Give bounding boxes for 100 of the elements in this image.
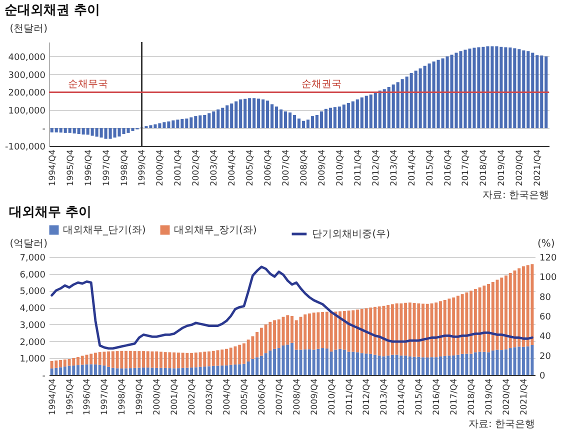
y-tick-label: 1,000 <box>20 354 46 365</box>
text: 자료: 한국은행 <box>468 419 535 430</box>
bar <box>369 354 372 375</box>
x-tick-label: 1996/Q4 <box>82 378 93 416</box>
bar <box>268 350 272 375</box>
x-tick-label: 2000/Q4 <box>156 150 166 186</box>
x-tick-label: 2004/Q4 <box>228 150 238 186</box>
bar <box>334 312 338 350</box>
bar <box>434 357 438 375</box>
x-tick-label: 2018/Q4 <box>467 378 478 416</box>
annotation: 순채권국 <box>301 79 342 90</box>
bar <box>426 357 429 375</box>
bar <box>234 346 237 365</box>
line-series <box>50 266 534 350</box>
chart-title: 대외채무 추이 <box>9 205 92 220</box>
bar <box>478 352 482 375</box>
bar <box>181 368 184 375</box>
bar <box>246 340 250 362</box>
y-tick-label: 2,000 <box>20 338 46 348</box>
x-tick-label: 2012/Q4 <box>371 150 382 186</box>
bar <box>297 118 301 128</box>
x-tick-label: 2008/Q4 <box>292 378 302 416</box>
x-tick-label: 2001/Q4 <box>174 150 184 186</box>
bar <box>246 362 250 375</box>
bar <box>138 351 141 368</box>
x-tick-label: 2017/Q4 <box>461 150 472 186</box>
bar <box>382 356 386 375</box>
bar <box>80 364 84 375</box>
bar <box>120 368 124 375</box>
x-tick-label: 2013/Q4 <box>380 378 390 416</box>
bar <box>168 352 172 368</box>
bar <box>251 358 254 375</box>
y-tick-label: 300,000 <box>8 70 46 81</box>
bar <box>395 303 398 355</box>
x-tick-label: 2013/Q4 <box>389 150 400 186</box>
bar <box>496 280 499 350</box>
y-tick-label: -100,000 <box>5 142 46 152</box>
x-tick-label: 1994/Q4 <box>48 378 58 416</box>
bar <box>316 312 320 349</box>
bar <box>360 308 364 354</box>
bar <box>299 316 302 350</box>
x-tick-label: 2014/Q4 <box>407 150 418 186</box>
y-tick-label: 6,000 <box>20 270 46 280</box>
x-tick-label: 2001/Q4 <box>170 378 180 416</box>
x-tick-label: 2016/Q4 <box>432 378 442 416</box>
bar <box>168 368 172 375</box>
x-tick-label: 2012/Q4 <box>362 378 372 416</box>
bar <box>460 354 464 375</box>
bar <box>72 366 76 375</box>
x-tick-label: 2020/Q4 <box>515 150 526 186</box>
bar <box>116 351 119 368</box>
bar <box>203 366 206 375</box>
x-tick-label: 2020/Q4 <box>502 378 512 416</box>
bar <box>120 350 124 368</box>
bar <box>500 278 504 350</box>
bar <box>234 364 237 375</box>
bar <box>220 350 224 366</box>
bar <box>85 354 88 364</box>
bar <box>186 352 189 368</box>
bar <box>412 303 416 357</box>
bar <box>312 312 316 350</box>
bar <box>264 324 268 354</box>
bar <box>146 368 150 375</box>
y-tick-label: 7,000 <box>20 254 46 264</box>
y-axis-title: (억달러) <box>10 238 48 250</box>
bar <box>102 352 106 366</box>
x-tick-label: 2019/Q4 <box>497 150 508 186</box>
bar <box>478 287 482 352</box>
x-tick-label: 1999/Q4 <box>138 150 148 186</box>
bar <box>164 368 167 375</box>
x-tick-label: 2010/Q4 <box>335 150 346 186</box>
y2-tick-label: 40 <box>540 332 552 342</box>
bar <box>400 356 403 375</box>
bar <box>352 352 355 375</box>
y-tick-label: 5,000 <box>20 287 46 298</box>
bar <box>417 303 420 357</box>
x-tick-label: 2006/Q4 <box>257 378 268 416</box>
bar <box>164 352 167 368</box>
bar <box>395 354 398 375</box>
bar <box>288 112 292 128</box>
bar <box>212 350 215 366</box>
bar <box>400 303 403 356</box>
bar <box>316 348 320 375</box>
bar <box>155 351 158 368</box>
x-tick-label: 1997/Q4 <box>100 378 110 416</box>
bar <box>378 306 381 356</box>
x-tick-label: 2017/Q4 <box>450 378 460 416</box>
bar <box>63 359 66 367</box>
bar <box>496 350 499 375</box>
y2-axis-title: (%) <box>538 238 555 250</box>
bar <box>264 353 268 375</box>
y-tick-label: - <box>42 372 46 382</box>
bar <box>530 264 534 345</box>
bar <box>434 302 438 358</box>
bar <box>98 352 102 365</box>
bar <box>347 352 350 375</box>
y-axis-title: (천달러) <box>10 24 48 34</box>
x-tick-label: 1995/Q4 <box>65 378 76 416</box>
x-tick-label: 2015/Q4 <box>414 378 425 416</box>
x-tick-label: 2021/Q4 <box>519 378 530 416</box>
